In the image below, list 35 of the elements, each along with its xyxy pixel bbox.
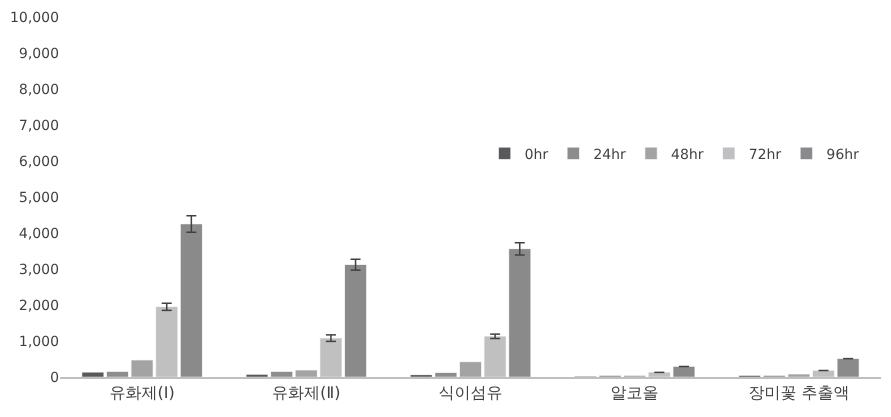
x-tick-label: 장미꽃 추출액 [748, 383, 850, 402]
bar [131, 360, 154, 377]
legend-label: 72hr [748, 146, 782, 163]
bar [837, 358, 860, 377]
bar [508, 248, 531, 377]
x-tick-label: 식이섬유 [438, 383, 502, 402]
x-tick-label: 알코올 [610, 383, 659, 402]
bar [106, 371, 129, 377]
y-tick-label: 7,000 [18, 118, 59, 134]
bar [672, 366, 696, 377]
y-tick-label: 3,000 [18, 262, 59, 278]
y-tick-label: 8,000 [18, 82, 59, 98]
bar [180, 224, 202, 377]
bar [434, 372, 457, 377]
y-tick-label: 4,000 [18, 226, 59, 242]
bar [82, 372, 104, 377]
y-tick-label: 5,000 [18, 190, 59, 206]
x-tick-label: 유화제(Ⅰ) [110, 383, 175, 402]
bar [270, 371, 293, 377]
y-tick-label: 2,000 [18, 298, 59, 314]
legend-label: 48hr [671, 146, 704, 163]
x-tick-label: 유화제(Ⅱ) [272, 383, 340, 402]
y-tick-label: 9,000 [18, 46, 59, 62]
bar [295, 370, 318, 377]
legend-label: 96hr [826, 146, 860, 163]
bar [344, 264, 367, 377]
y-tick-label: 0 [50, 370, 59, 386]
legend-label: 24hr [593, 146, 626, 163]
bar [459, 362, 482, 377]
bar [788, 374, 810, 377]
y-tick-label: 10,000 [10, 10, 59, 26]
bar [246, 374, 268, 377]
legend-label: 0hr [524, 146, 548, 163]
y-tick-label: 1,000 [18, 334, 59, 350]
y-tick-label: 6,000 [18, 154, 59, 170]
